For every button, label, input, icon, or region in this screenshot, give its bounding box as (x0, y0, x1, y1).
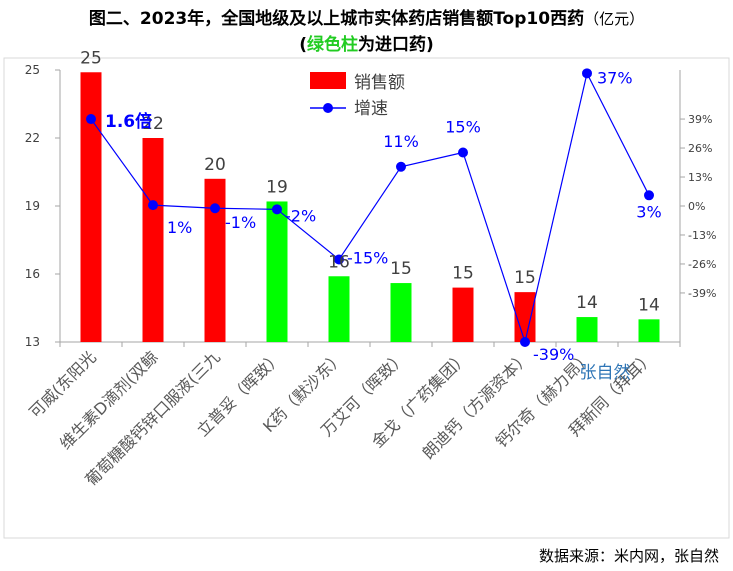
chart-frame (3, 57, 730, 539)
left-tick-label: 25 (25, 63, 40, 77)
subtitle-green-term: 绿色柱 (307, 35, 358, 55)
bar-5 (328, 276, 350, 342)
growth-point (644, 190, 654, 201)
legend-growth-label: 增速 (354, 99, 388, 119)
category-label: 朗迪钙（方源资本） (419, 347, 534, 462)
bar-7 (452, 287, 474, 342)
growth-point (272, 204, 282, 215)
growth-value-label: -15% (347, 249, 388, 268)
growth-point (334, 254, 344, 265)
growth-point (582, 68, 592, 79)
bar-8 (514, 292, 536, 342)
bar-4 (266, 201, 288, 342)
watermark: 张自然 (580, 363, 631, 383)
growth-point (210, 203, 220, 214)
bar-2 (142, 138, 164, 342)
growth-point (520, 337, 530, 347)
chart-subtitle: (绿色柱为进口药) (0, 30, 733, 55)
growth-polyline (90, 71, 650, 345)
growth-value-label: 11% (383, 132, 419, 151)
growth-line (86, 68, 654, 347)
right-tick-label: -13% (688, 229, 716, 242)
bar-value-label: 22 (142, 114, 164, 134)
bar-value-label: 16 (328, 252, 350, 272)
bar-value-label: 19 (266, 177, 288, 197)
bar-9 (576, 317, 598, 342)
data-labels: 25 22 20 19 16 15 15 15 14 14 1.6倍 1% -1% -2% -15% 11% 1… (80, 48, 662, 364)
subtitle-open-paren: ( (299, 35, 307, 55)
bar-value-label: 14 (576, 293, 598, 313)
growth-value-label: 37% (597, 68, 633, 87)
chart-title-main: 图二、2023年，全国地级及以上城市实体药店销售额Top10西药 (88, 9, 585, 29)
growth-value-label: 1.6倍 (105, 111, 152, 132)
bars (80, 72, 660, 343)
growth-value-label: -39% (533, 345, 574, 364)
growth-value-label: -1% (225, 213, 256, 232)
right-tick-label: -39% (688, 287, 716, 300)
right-tick-label: 26% (688, 142, 712, 155)
growth-point (458, 147, 468, 158)
left-tick-label: 19 (25, 199, 40, 213)
bar-value-label: 14 (638, 295, 660, 315)
bar-value-label: 15 (452, 264, 474, 284)
bar-value-label: 15 (390, 259, 412, 279)
left-tick-label: 22 (25, 131, 40, 145)
left-tick-label: 13 (25, 335, 40, 349)
growth-point (86, 114, 96, 125)
right-tick-label: 13% (688, 171, 712, 184)
bar-value-label: 25 (80, 48, 102, 68)
bar-6 (390, 283, 412, 342)
right-tick-label: 39% (688, 113, 712, 126)
chart-title-unit: （亿元） (584, 10, 645, 28)
growth-value-label: 1% (167, 218, 192, 237)
source-note: 数据来源：米内网，张自然 (538, 547, 719, 565)
bar-10 (638, 319, 660, 342)
left-tick-label: 16 (25, 267, 40, 281)
growth-value-label: 15% (445, 117, 481, 136)
bar-value-label: 15 (514, 268, 536, 288)
right-tick-label: 0% (688, 200, 705, 213)
right-tick-label: -26% (688, 258, 716, 271)
growth-point (148, 200, 158, 211)
subtitle-rest: 为进口药) (358, 35, 434, 55)
bar-1 (80, 72, 102, 343)
growth-point (396, 161, 406, 172)
legend-growth-marker (323, 103, 333, 113)
bar-value-label: 20 (204, 155, 226, 175)
legend-sales-swatch (310, 72, 346, 89)
chart-title: 图二、2023年，全国地级及以上城市实体药店销售额Top10西药（亿元） (0, 4, 733, 29)
growth-value-label: -2% (285, 206, 316, 225)
legend-sales-label: 销售额 (354, 73, 405, 93)
bar-3 (204, 178, 226, 342)
category-labels: 可威(东阳光维生素D滴剂(双鲸葡萄糖酸钙锌口服液(三九立普妥（晖致）K药（默沙东… (25, 347, 657, 489)
growth-value-label: 3% (636, 202, 661, 221)
